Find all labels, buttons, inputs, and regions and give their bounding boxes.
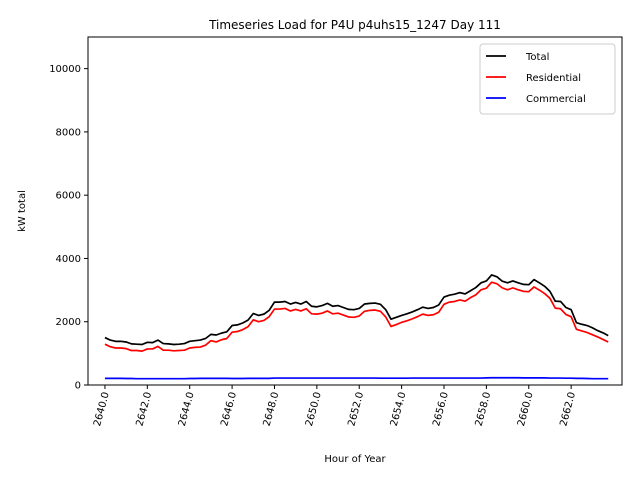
y-tick-label: 2000 [56, 317, 81, 328]
x-axis-label: Hour of Year [324, 454, 386, 465]
legend-box [479, 43, 616, 115]
y-axis-ticks: 0 2000 4000 6000 8000 10000 [49, 64, 88, 392]
y-tick-label: 10000 [49, 64, 81, 75]
y-tick-label: 4000 [56, 254, 81, 265]
series-line-total [104, 274, 609, 346]
legend-label-commercial: Commercial [526, 94, 586, 105]
legend-label-total: Total [525, 52, 549, 63]
legend-label-residential: Residential [526, 73, 581, 84]
y-tick-label: 0 [75, 381, 81, 392]
y-tick-label: 6000 [56, 191, 81, 202]
y-axis-label: kW total [17, 190, 28, 232]
axes-frame [87, 36, 623, 386]
series-layer [104, 274, 609, 380]
series-line-commercial [104, 376, 609, 380]
y-tick-label: 8000 [56, 127, 81, 138]
chart-title: Timeseries Load for P4U p4uhs15_1247 Day… [208, 18, 501, 32]
series-line-residential [104, 281, 609, 352]
legend: Total Residential Commercial [479, 43, 616, 115]
